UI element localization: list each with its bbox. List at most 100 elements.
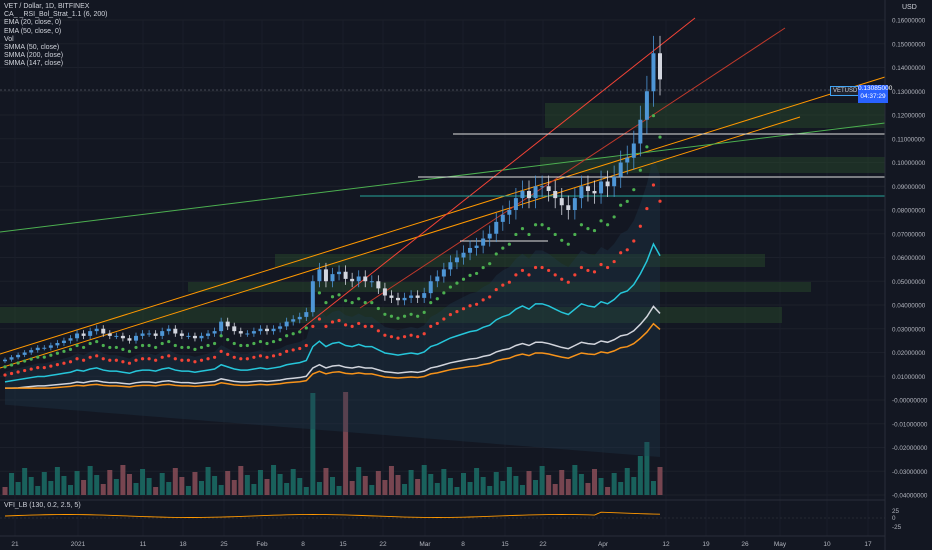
volume-bar bbox=[68, 485, 73, 495]
candle-body bbox=[173, 328, 178, 334]
x-tick-label: May bbox=[774, 541, 787, 548]
ema20-line-dot bbox=[108, 345, 112, 350]
ema50-line-dot bbox=[435, 321, 439, 326]
candle-body bbox=[114, 335, 119, 337]
ema20-line-dot bbox=[527, 232, 531, 237]
vfi-legend[interactable]: VFI_LB (130, 0.2, 2.5, 5) bbox=[4, 502, 81, 509]
zone-rect bbox=[275, 254, 765, 267]
volume-bar bbox=[126, 474, 132, 495]
ema20-line-dot bbox=[658, 135, 662, 139]
candle-body bbox=[101, 328, 106, 334]
volume-bar bbox=[303, 487, 309, 495]
x-tick-label: 17 bbox=[864, 541, 872, 548]
x-tick-label: 10 bbox=[823, 541, 831, 548]
y-tick-label: 0.05000000 bbox=[892, 279, 926, 286]
y-tick-label: 0.11000000 bbox=[892, 136, 925, 143]
ema20-line-dot bbox=[560, 238, 564, 242]
ema20-line-dot bbox=[599, 219, 603, 223]
candle-body bbox=[179, 333, 184, 336]
ema50-line-dot bbox=[507, 280, 511, 284]
ema20-line-dot bbox=[579, 223, 584, 227]
ema20-line-dot bbox=[42, 355, 46, 359]
legend-study-smma50[interactable]: SMMA (50, close) bbox=[4, 44, 60, 52]
ema20-line-dot bbox=[547, 227, 551, 231]
candle-body bbox=[265, 328, 269, 332]
ema50-line-dot bbox=[658, 199, 662, 203]
ema20-line-dot bbox=[402, 314, 407, 318]
candle-body bbox=[513, 198, 518, 210]
ema20-line-dot bbox=[337, 293, 341, 297]
legend-study-ema20[interactable]: EMA (20, close, 0) bbox=[4, 19, 62, 27]
ema20-line-dot bbox=[82, 345, 86, 350]
ema20-line-dot bbox=[376, 306, 380, 311]
bar-countdown: 04:37:29 bbox=[860, 93, 886, 100]
x-tick-label: Apr bbox=[598, 541, 609, 548]
last-price-value: 0.13085000 bbox=[858, 85, 893, 92]
ema20-line-dot bbox=[416, 314, 420, 318]
candle-body bbox=[651, 53, 656, 92]
volume-bar bbox=[212, 476, 218, 495]
volume-bar bbox=[644, 442, 650, 495]
ema20-line-dot bbox=[442, 291, 446, 295]
volume-bar bbox=[15, 482, 21, 495]
ema50-line-dot bbox=[317, 317, 321, 321]
candle-body bbox=[396, 297, 400, 301]
x-tick-label: 11 bbox=[140, 541, 147, 548]
volume-bar bbox=[2, 487, 8, 495]
volume-bar bbox=[526, 471, 532, 495]
legend-study-ema50[interactable]: EMA (50, close, 0) bbox=[4, 27, 62, 35]
ema50-line-dot bbox=[173, 357, 177, 361]
ema20-line-dot bbox=[23, 359, 27, 363]
volume-bar bbox=[408, 470, 414, 495]
x-tick-label: 2021 bbox=[71, 541, 86, 548]
volume-bar bbox=[592, 469, 597, 495]
ema20-line-dot bbox=[173, 343, 177, 348]
ema20-line-dot bbox=[566, 242, 570, 246]
ema20-line-dot bbox=[363, 301, 367, 305]
legend-study-vol[interactable]: Vol bbox=[4, 35, 14, 43]
volume-bar bbox=[388, 466, 394, 495]
volume-bar bbox=[22, 468, 28, 495]
x-tick-label: Feb bbox=[256, 541, 268, 548]
candle-body bbox=[48, 345, 53, 348]
volume-bar bbox=[244, 475, 250, 495]
candle-body bbox=[572, 198, 577, 210]
ema20-line-dot bbox=[285, 334, 289, 338]
ema50-line-dot bbox=[638, 224, 642, 228]
ema50-line-dot bbox=[560, 277, 564, 281]
ema20-line-dot bbox=[481, 265, 485, 270]
ema50-line-dot bbox=[167, 354, 171, 358]
volume-bar bbox=[598, 478, 604, 495]
volume-bar bbox=[94, 475, 100, 495]
currency-label[interactable]: USD bbox=[902, 4, 917, 11]
volume-bar bbox=[218, 485, 224, 495]
volume-bar bbox=[539, 466, 545, 495]
legend-study-rsi[interactable]: CA_ _RSI_Bol_Strat_1.1 (6, 200) bbox=[4, 11, 108, 19]
volume-bar bbox=[500, 481, 506, 495]
candle-body bbox=[61, 340, 66, 343]
ema20-line-dot bbox=[101, 343, 105, 348]
candle-body bbox=[68, 338, 73, 341]
candle-body bbox=[585, 186, 590, 191]
ema20-line-dot bbox=[29, 357, 33, 361]
volume-bar bbox=[533, 480, 539, 495]
ema50-line-dot bbox=[245, 357, 249, 361]
volume-bar bbox=[605, 487, 611, 495]
legend-study-smma147[interactable]: SMMA (147, close) bbox=[4, 60, 64, 68]
ema50-line-dot bbox=[586, 268, 590, 273]
volume-bar bbox=[225, 471, 231, 495]
x-tick-label: 15 bbox=[339, 541, 347, 548]
volume-bar bbox=[611, 473, 617, 495]
ema20-line-dot bbox=[16, 361, 20, 365]
legend-study-smma200[interactable]: SMMA (200, close) bbox=[4, 52, 64, 60]
candle-body bbox=[369, 281, 374, 283]
ema50-line-dot bbox=[68, 360, 73, 364]
volume-bar bbox=[506, 467, 512, 495]
ema50-line-dot bbox=[186, 358, 190, 362]
volume-bar bbox=[382, 480, 388, 495]
ema20-line-dot bbox=[619, 203, 623, 207]
ema50-line-dot bbox=[599, 262, 603, 267]
candle-body bbox=[271, 328, 276, 332]
ema50-line-dot bbox=[278, 352, 282, 356]
